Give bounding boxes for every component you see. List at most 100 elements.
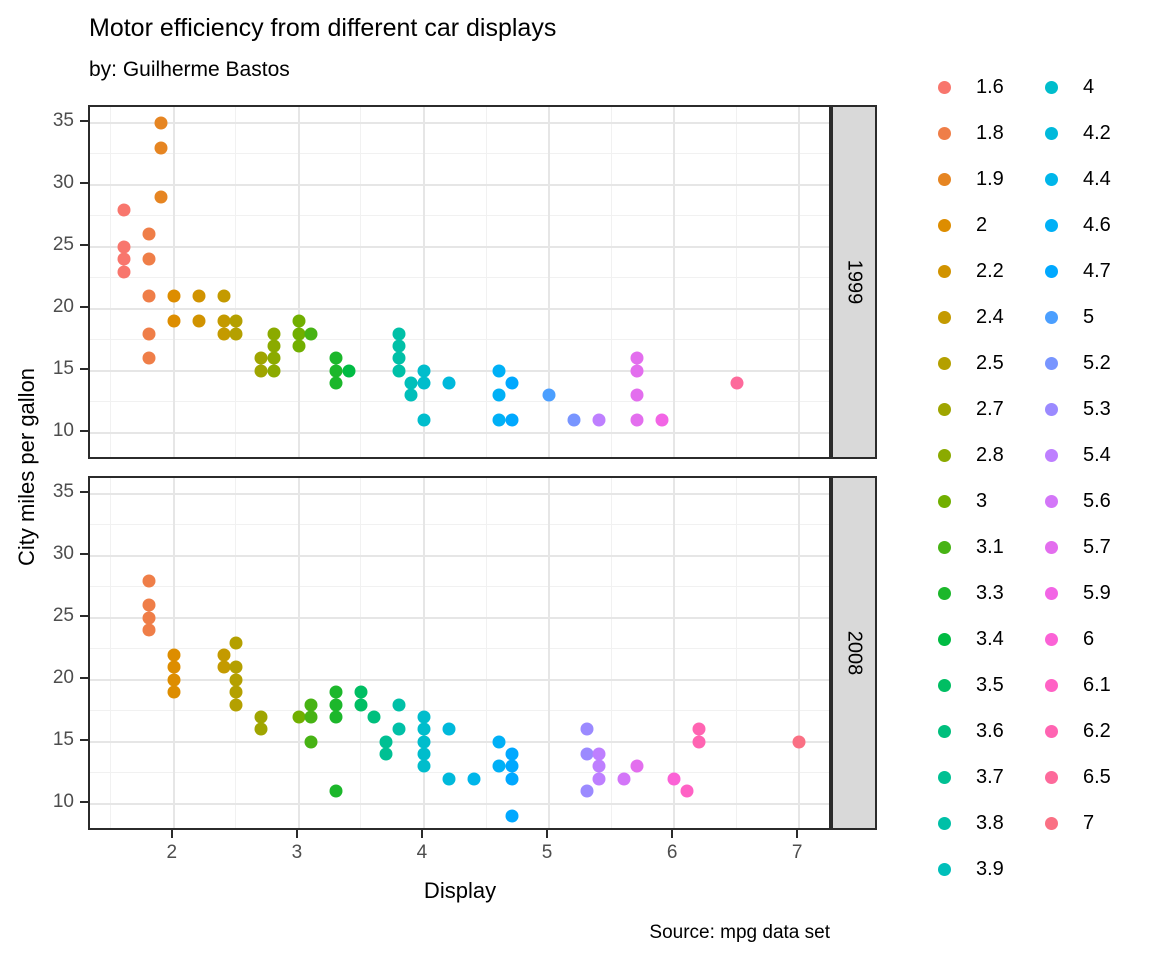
legend-key-label: 4.6 [1083,214,1111,236]
data-point [580,747,594,761]
data-point [167,673,181,687]
data-point [692,722,706,736]
y-axis-title: City miles per gallon [14,367,39,567]
data-point [630,413,644,427]
data-point [592,759,606,773]
data-point [292,710,306,724]
y-axis-tick [80,614,88,617]
gridline [297,107,300,457]
gridline [90,709,829,711]
data-point [417,722,431,736]
gridline [90,183,829,186]
data-point [617,772,631,786]
legend-key-dot [938,679,951,692]
legend-key-label: 5.7 [1083,536,1111,558]
gridline [90,802,829,805]
legend-item: 6 [1045,617,1111,663]
facet-panel-1999 [88,105,831,459]
gridline [90,585,829,587]
data-point [442,722,456,736]
x-axis-tick [796,830,799,838]
x-axis-tick [546,830,549,838]
data-point [142,227,156,241]
legend-item: 5.4 [1045,433,1111,479]
legend-key-label: 3.9 [976,858,1004,880]
data-point [267,364,281,378]
legend-key-label: 7 [1083,812,1095,834]
legend-key-label: 2.5 [976,352,1004,374]
legend-item: 3.4 [938,617,1004,663]
gridline [548,107,551,457]
legend-key-dot [1045,173,1058,186]
data-point [254,710,268,724]
legend-key-label: 1.9 [976,168,1004,190]
x-axis-tick [420,830,423,838]
legend-item: 1.9 [938,157,1004,203]
gridline [172,107,175,457]
gridline [798,107,801,457]
y-tick-label: 35 [52,110,74,132]
legend-key-dot [938,495,951,508]
data-point [192,289,206,303]
x-axis-tick [671,830,674,838]
data-point [217,648,231,662]
legend-item: 4.7 [1045,249,1111,295]
legend-key-dot [1045,403,1058,416]
legend-key-dot [938,173,951,186]
legend-key-dot [938,127,951,140]
gridline [798,478,801,828]
y-tick-label: 10 [52,790,74,812]
legend-item: 6.2 [1045,709,1111,755]
legend-item: 7 [1045,801,1111,847]
data-point [142,351,156,365]
legend-item: 2.5 [938,341,1004,387]
data-point [254,364,268,378]
chart-subtitle: by: Guilherme Bastos [89,58,290,81]
gridline [90,153,829,155]
data-point [379,735,393,749]
data-point [167,648,181,662]
data-point [367,710,381,724]
data-point [229,327,243,340]
data-point [167,660,181,674]
legend-key-dot [1045,587,1058,600]
data-point [217,289,231,303]
legend-key-dot [938,541,951,554]
legend-key-label: 6.2 [1083,720,1111,742]
legend-key-dot [1045,817,1058,830]
gridline [90,431,829,434]
y-axis-tick [80,429,88,432]
data-point [392,327,406,340]
data-point [592,747,606,761]
data-point [292,339,306,353]
data-point [580,784,594,798]
data-point [417,735,431,749]
data-point [292,314,306,328]
legend-item: 3.8 [938,801,1004,847]
data-point [592,772,606,786]
data-point [117,265,131,279]
legend-key-dot [1045,541,1058,554]
legend-item: 3.9 [938,847,1004,893]
legend-key-label: 5.4 [1083,444,1111,466]
legend-key-label: 3 [976,490,988,512]
data-point [142,611,156,625]
gridline [422,107,425,457]
gridline [548,478,551,828]
y-tick-label: 20 [52,666,74,688]
y-axis-tick [80,367,88,370]
legend-key-dot [1045,633,1058,646]
data-point [417,376,431,390]
data-point [217,327,231,340]
gridline [90,554,829,557]
data-point [354,698,368,711]
legend-key-label: 5 [1083,306,1095,328]
legend-item: 3.3 [938,571,1004,617]
data-point [730,376,744,390]
legend-key-dot [1045,127,1058,140]
legend-key-label: 6 [1083,628,1095,650]
legend-key-label: 2.4 [976,306,1004,328]
legend-key-label: 1.8 [976,122,1004,144]
data-point [329,376,343,390]
data-point [542,388,556,402]
